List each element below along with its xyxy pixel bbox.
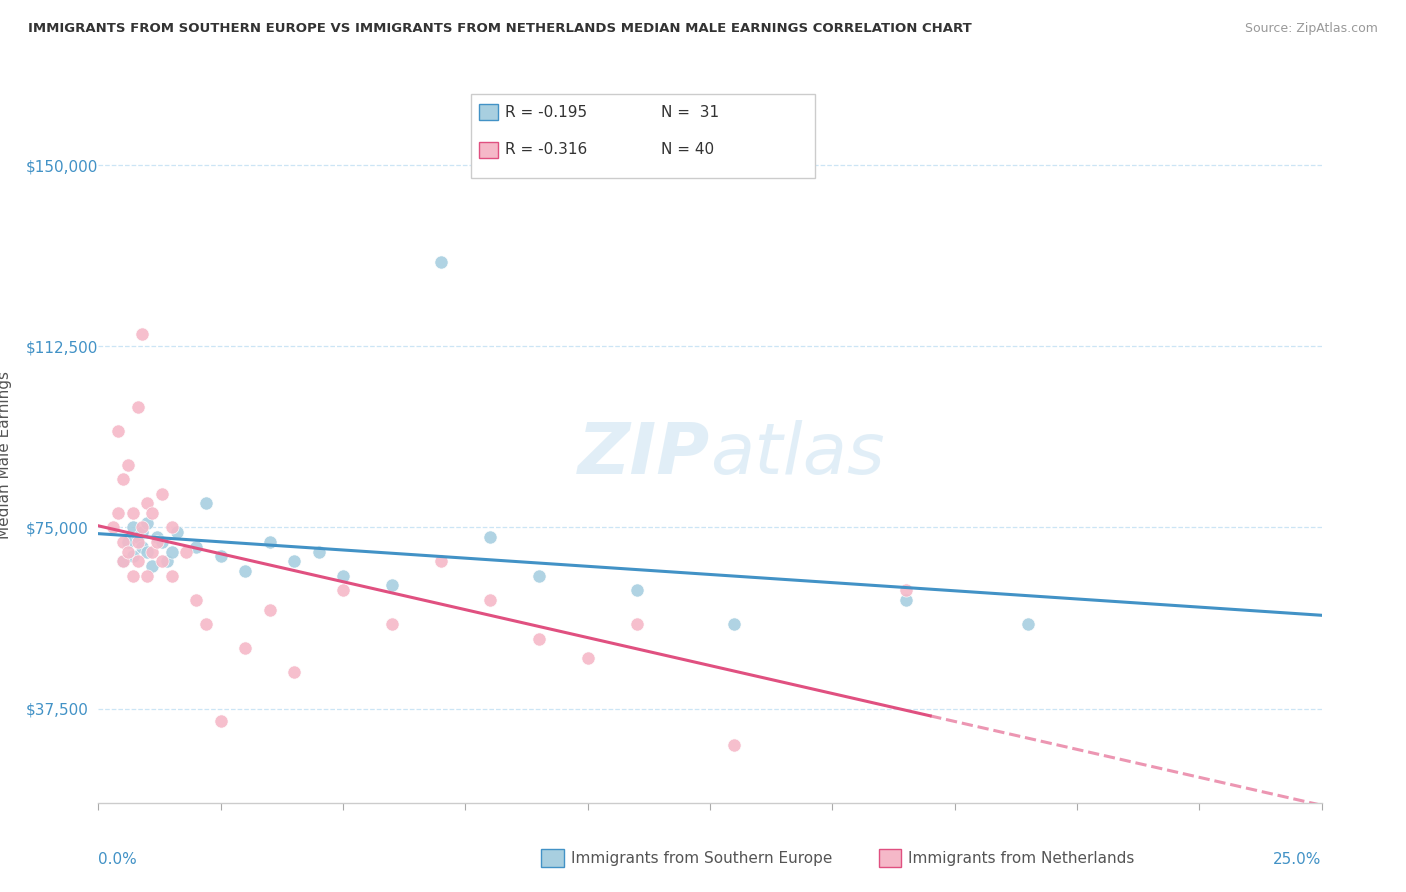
Point bbox=[111, 554, 134, 568]
Point bbox=[160, 520, 183, 534]
Point bbox=[381, 617, 404, 632]
Point bbox=[141, 506, 163, 520]
Text: N = 40: N = 40 bbox=[661, 143, 714, 157]
Text: 0.0%: 0.0% bbox=[98, 852, 138, 866]
Point bbox=[626, 583, 648, 598]
Point bbox=[101, 520, 124, 534]
Point bbox=[136, 544, 159, 558]
Point bbox=[136, 516, 159, 530]
Point bbox=[146, 534, 169, 549]
Point bbox=[141, 559, 163, 574]
Point bbox=[332, 568, 354, 582]
Point bbox=[894, 592, 917, 607]
Point bbox=[111, 472, 134, 486]
Point bbox=[156, 554, 179, 568]
Point bbox=[1017, 617, 1039, 632]
Text: R = -0.195: R = -0.195 bbox=[505, 105, 586, 120]
Point bbox=[107, 424, 129, 438]
Point bbox=[131, 520, 153, 534]
Point bbox=[160, 544, 183, 558]
Point bbox=[150, 486, 173, 500]
Point bbox=[527, 632, 550, 646]
Point bbox=[308, 544, 330, 558]
Point bbox=[117, 544, 139, 558]
Point bbox=[259, 602, 281, 616]
Text: ZIP: ZIP bbox=[578, 420, 710, 490]
Point bbox=[131, 327, 153, 342]
Point bbox=[723, 738, 745, 752]
Point bbox=[186, 540, 208, 554]
Point bbox=[111, 534, 134, 549]
Point bbox=[381, 578, 404, 592]
Point bbox=[121, 506, 143, 520]
Point bbox=[283, 665, 305, 680]
Point bbox=[894, 583, 917, 598]
Point bbox=[127, 400, 149, 414]
Point bbox=[195, 617, 218, 632]
Text: Source: ZipAtlas.com: Source: ZipAtlas.com bbox=[1244, 22, 1378, 36]
Point bbox=[160, 568, 183, 582]
Point bbox=[527, 568, 550, 582]
Point bbox=[136, 496, 159, 510]
Point bbox=[576, 651, 599, 665]
Point bbox=[117, 458, 139, 472]
Point bbox=[209, 549, 232, 564]
Point bbox=[150, 554, 173, 568]
Point bbox=[150, 534, 173, 549]
Point bbox=[117, 534, 139, 549]
Point bbox=[131, 525, 153, 540]
Text: atlas: atlas bbox=[710, 420, 884, 490]
Point bbox=[332, 583, 354, 598]
Point bbox=[209, 714, 232, 728]
Text: Immigrants from Netherlands: Immigrants from Netherlands bbox=[908, 851, 1135, 865]
Point bbox=[176, 544, 198, 558]
Point bbox=[121, 549, 143, 564]
Point bbox=[478, 530, 501, 544]
Point bbox=[146, 530, 169, 544]
Text: Immigrants from Southern Europe: Immigrants from Southern Europe bbox=[571, 851, 832, 865]
Text: IMMIGRANTS FROM SOUTHERN EUROPE VS IMMIGRANTS FROM NETHERLANDS MEDIAN MALE EARNI: IMMIGRANTS FROM SOUTHERN EUROPE VS IMMIG… bbox=[28, 22, 972, 36]
Point bbox=[626, 617, 648, 632]
Point bbox=[233, 641, 256, 656]
Point bbox=[131, 540, 153, 554]
Point bbox=[127, 530, 149, 544]
Point bbox=[195, 496, 218, 510]
Point bbox=[107, 506, 129, 520]
Point bbox=[121, 520, 143, 534]
Point bbox=[478, 592, 501, 607]
Point bbox=[166, 525, 188, 540]
Point bbox=[141, 544, 163, 558]
Point bbox=[283, 554, 305, 568]
Point bbox=[127, 534, 149, 549]
Point bbox=[430, 254, 453, 268]
Text: N =  31: N = 31 bbox=[661, 105, 718, 120]
Point bbox=[723, 617, 745, 632]
Point bbox=[136, 568, 159, 582]
Point bbox=[233, 564, 256, 578]
Point bbox=[111, 554, 134, 568]
Point bbox=[127, 554, 149, 568]
Text: R = -0.316: R = -0.316 bbox=[505, 143, 586, 157]
Point bbox=[259, 534, 281, 549]
Point bbox=[121, 568, 143, 582]
Point bbox=[186, 592, 208, 607]
Text: 25.0%: 25.0% bbox=[1274, 852, 1322, 866]
Y-axis label: Median Male Earnings: Median Male Earnings bbox=[0, 371, 13, 539]
Point bbox=[430, 554, 453, 568]
